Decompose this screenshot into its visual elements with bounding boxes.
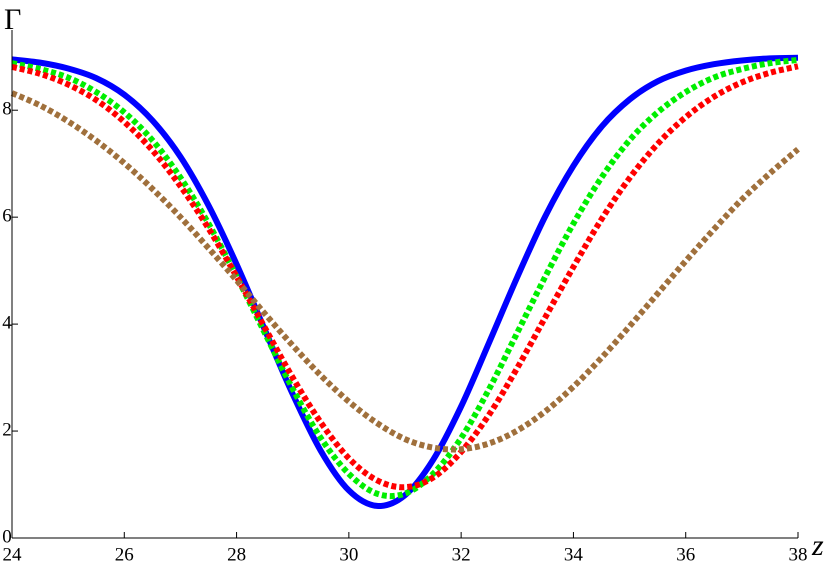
y-tick-label: 2	[2, 419, 12, 440]
x-tick-label: 28	[227, 544, 246, 565]
y-tick-label: 0	[2, 526, 12, 547]
x-tick-label: 26	[115, 544, 134, 565]
x-tick-label: 24	[3, 544, 23, 565]
y-tick-label: 4	[2, 312, 12, 333]
data-line	[11, 56, 799, 500]
x-tick-label: 34	[564, 544, 584, 565]
x-tick-label: 32	[452, 544, 471, 565]
data-line	[11, 54, 799, 510]
y-axis-label: Γ	[4, 3, 21, 36]
data-line	[11, 63, 799, 491]
x-tick-label: 30	[339, 544, 358, 565]
y-tick-label: 8	[2, 99, 12, 120]
data-line	[10, 90, 800, 453]
x-tick-label: 36	[676, 544, 695, 565]
y-tick-label: 6	[2, 206, 12, 227]
x-axis-label: z	[811, 529, 824, 562]
x-tick-label: 38	[789, 544, 808, 565]
